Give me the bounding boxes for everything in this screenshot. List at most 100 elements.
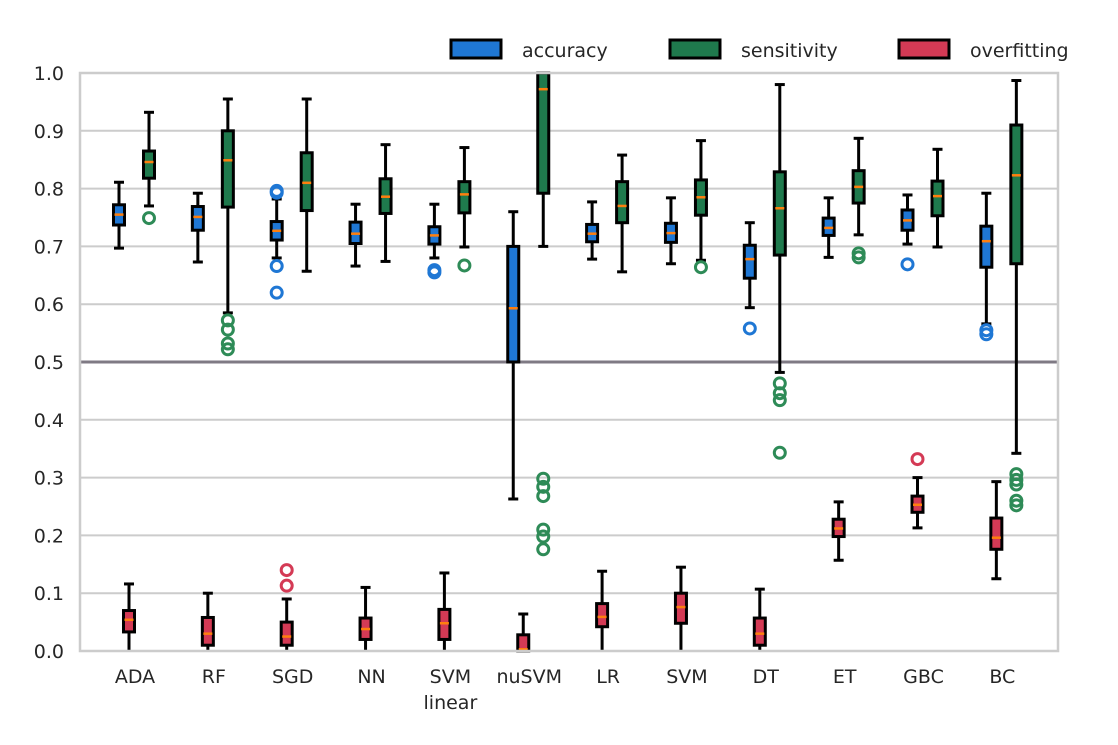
overfitting-iqr-11 [989,516,1004,551]
sensitivity-outlier-5-1 [536,479,551,494]
y-tick-label-3: 0.3 [34,468,64,490]
y-tick-label-1: 0.1 [34,583,64,605]
x-tick-label-line: GBC [903,666,944,688]
overfitting-box-7 [673,565,688,651]
overfitting-iqr-8 [752,616,767,647]
sensitivity-outlier-11-3 [1009,493,1024,508]
y-axis-ticks: 0.0 0.1 0.2 0.3 0.4 0.5 0.6 0.7 0.8 0.9 1.0 [34,63,64,663]
x-tick-label-7: SVM [666,666,707,688]
overfitting-box-2 [279,563,294,651]
x-tick-label-11: BC [989,666,1015,688]
accuracy-outlier-2-3 [269,285,284,300]
plot-border [78,71,1060,653]
y-tick-label-8: 0.8 [34,179,64,201]
x-tick-label-line: linear [424,692,478,714]
sensitivity-outlier-8-1 [772,386,787,401]
overfitting-box-3 [358,585,373,651]
sensitivity-outlier-11-1 [1009,472,1024,487]
sensitivity-outlier-8-3 [772,445,787,460]
sensitivity-iqr-6 [615,180,630,225]
x-tick-label-5: nuSVM [496,666,562,688]
overfitting-box-1 [200,591,215,651]
x-tick-label-3: NN [357,666,385,688]
accuracy-box-10 [900,193,915,272]
legend-swatch-accuracy [449,38,503,60]
sensitivity-outlier-5-2 [536,489,551,504]
accuracy-box-4 [427,202,442,280]
sensitivity-box-5 [536,71,551,557]
sensitivity-box-4 [457,146,472,273]
accuracy-iqr-8 [742,243,757,280]
legend-label-accuracy: accuracy [522,40,608,62]
sensitivity-iqr-10 [930,179,945,218]
accuracy-outlier-10-0 [900,257,915,272]
overfitting-iqr-6 [595,602,610,629]
x-tick-label-9: ET [833,666,857,688]
sensitivity-outlier-5-5 [536,542,551,557]
sensitivity-iqr-0 [142,149,156,180]
overfitting-iqr-0 [122,609,136,634]
overfitting-box-10 [910,452,925,530]
sensitivity-outlier-4-0 [457,258,472,273]
sensitivity-outlier-5-3 [536,522,551,537]
y-tick-label-2: 0.2 [34,525,64,547]
y-tick-label-10: 1.0 [34,63,64,85]
x-tick-label-8: DT [753,666,780,688]
accuracy-box-7 [663,196,678,266]
sensitivity-box-9 [851,136,866,265]
accuracy-box-5 [506,210,521,501]
accuracy-iqr-5 [506,244,521,364]
x-tick-label-line: ET [833,666,857,688]
y-tick-label-9: 0.9 [34,121,64,143]
accuracy-outlier-2-1 [269,183,284,198]
sensitivity-box-10 [930,147,945,249]
overfitting-box-11 [989,480,1004,581]
x-tick-label-line: SVM [666,666,707,688]
overfitting-box-9 [831,500,846,562]
x-tick-label-line: ADA [115,666,155,688]
accuracy-iqr-11 [979,224,994,269]
sensitivity-outlier-5-0 [536,471,551,486]
sensitivity-outlier-1-2 [220,336,235,351]
sensitivity-box-8 [772,83,787,460]
overfitting-box-8 [752,587,767,651]
x-tick-label-1: RF [202,666,226,688]
x-tick-label-line: DT [753,666,780,688]
x-tick-label-line: BC [989,666,1015,688]
sensitivity-iqr-1 [220,129,235,209]
overfitting-box-0 [122,582,136,651]
sensitivity-outlier-0-0 [142,211,156,226]
x-tick-label-line: LR [596,666,620,688]
y-tick-label-0: 0.0 [34,641,64,663]
sensitivity-outlier-1-0 [220,313,235,328]
accuracy-outlier-4-1 [427,263,442,278]
x-tick-label-line: NN [357,666,385,688]
sensitivity-box-3 [378,143,393,263]
y-tick-label-5: 0.5 [34,352,64,374]
overfitting-box-6 [595,569,610,651]
sensitivity-iqr-5 [536,71,551,195]
accuracy-box-9 [821,196,836,259]
sensitivity-outlier-11-4 [1009,498,1024,513]
x-tick-label-6: LR [596,666,620,688]
accuracy-outlier-8-0 [742,321,757,336]
sensitivity-outlier-7-0 [693,260,708,275]
accuracy-box-2 [269,183,284,300]
overfitting-iqr-1 [200,615,215,647]
accuracy-box-6 [585,200,600,261]
sensitivity-box-1 [220,97,235,357]
sensitivity-outlier-5-4 [536,529,551,544]
overfitting-outlier-10-0 [910,452,925,467]
x-tick-label-line: RF [202,666,226,688]
accuracy-box-8 [742,221,757,336]
accuracy-box-0 [112,180,126,250]
legend: accuracy sensitivity overfitting [449,38,1069,62]
sensitivity-iqr-11 [1009,123,1024,266]
legend-swatch-overfitting [897,38,951,60]
sensitivity-box-0 [142,110,156,226]
accuracy-box-1 [190,191,205,264]
accuracy-outlier-11-1 [979,323,994,338]
legend-label-sensitivity: sensitivity [741,40,838,62]
overfitting-outlier-2-0 [279,563,294,578]
